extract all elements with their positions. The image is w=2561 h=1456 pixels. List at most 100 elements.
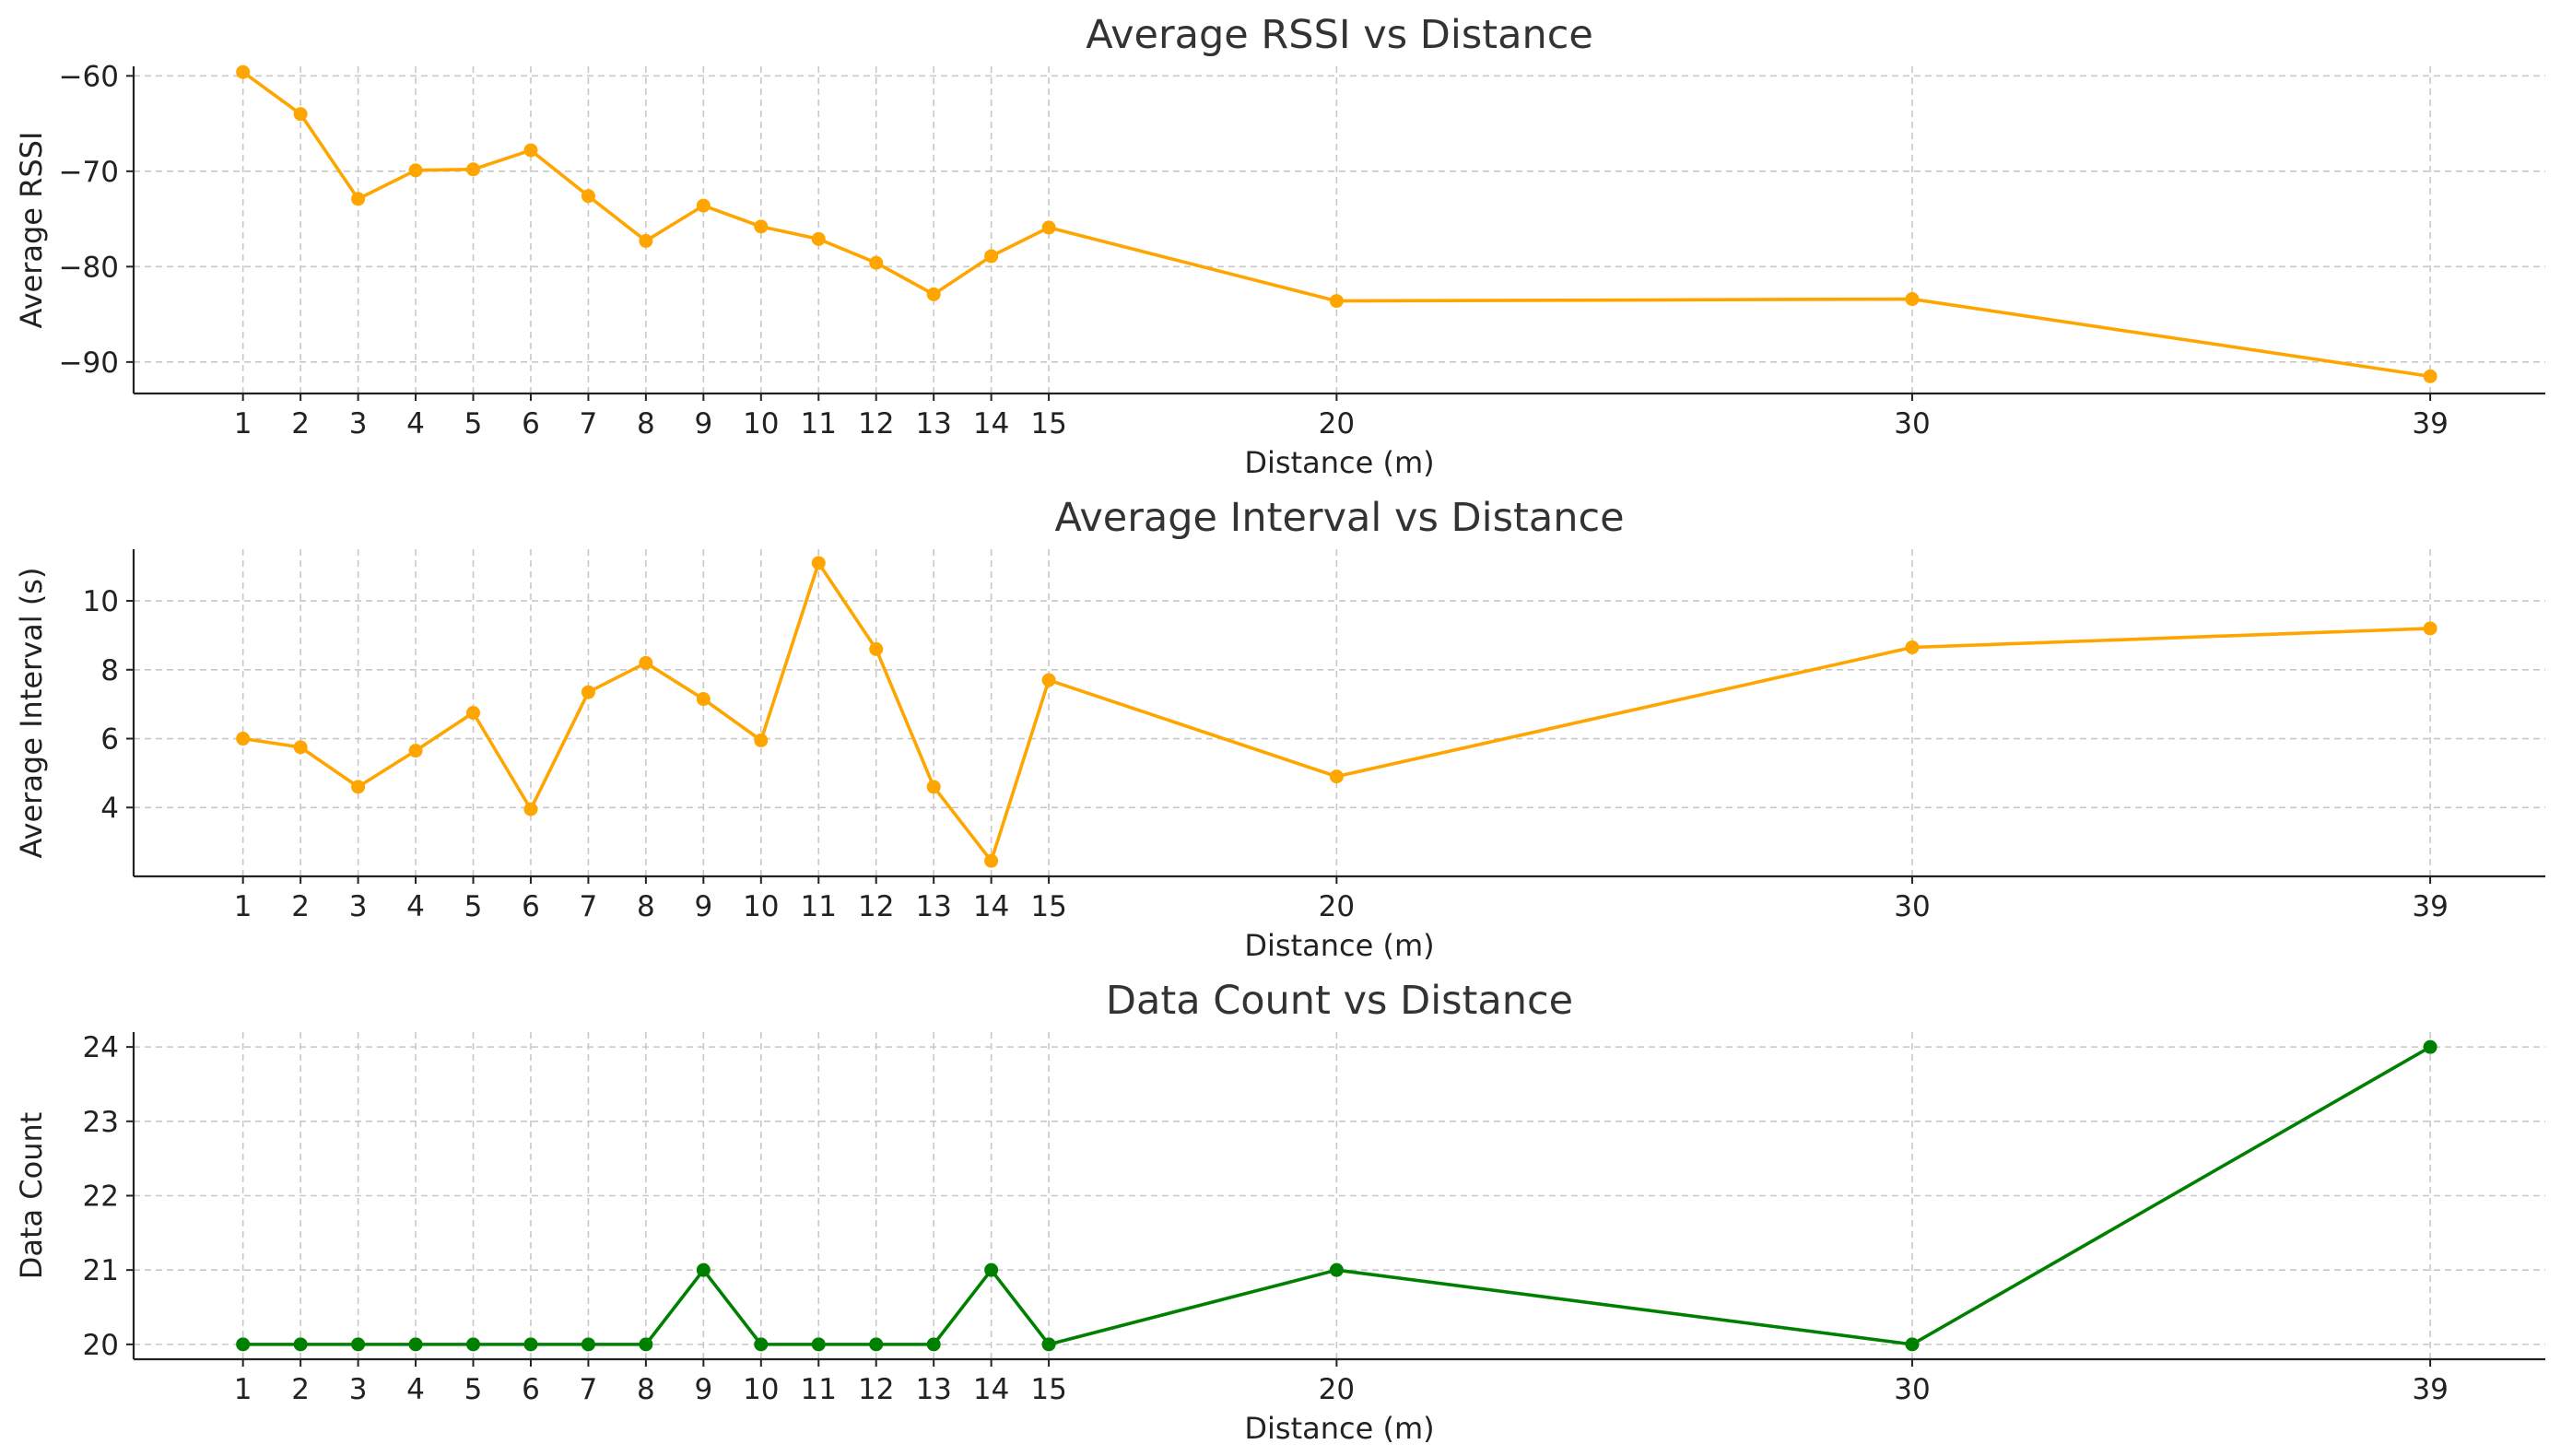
chart-2-x-tick-label: 1 xyxy=(234,890,253,923)
chart-3-x-tick-label: 4 xyxy=(406,1373,425,1406)
chart-3-data-point xyxy=(523,1337,538,1352)
chart-1-data-point xyxy=(236,65,251,79)
chart-2-data-point xyxy=(2423,621,2438,636)
chart-3-y-tick-label: 24 xyxy=(83,1031,119,1064)
chart-2-series-line xyxy=(242,561,2431,863)
chart-1-x-tick-label: 5 xyxy=(464,407,483,440)
chart-2-data-point xyxy=(696,692,711,707)
chart-2-y-tick-label: 4 xyxy=(100,792,119,825)
chart-2-data-point xyxy=(523,802,538,816)
chart-1-data-point xyxy=(581,189,595,204)
chart-1-x-tick-label: 4 xyxy=(406,407,425,440)
chart-1-x-tick-label: 1 xyxy=(234,407,253,440)
chart-2-x-tick-label: 9 xyxy=(694,890,712,923)
chart-1-data-point xyxy=(1905,292,1920,307)
chart-3-data-point xyxy=(984,1262,999,1277)
chart-3-data-point xyxy=(2423,1039,2438,1054)
chart-2-y-tick-label: 8 xyxy=(100,654,119,687)
chart-2-x-tick-label: 13 xyxy=(915,890,951,923)
chart-2-y-axis-label: Average Interval (s) xyxy=(14,568,49,859)
chart-3-y-tick-label: 23 xyxy=(83,1106,119,1139)
chart-1-data-point xyxy=(811,231,826,246)
chart-2-x-tick-label: 10 xyxy=(743,890,779,923)
chart-3-data-point xyxy=(581,1337,595,1352)
chart-2-y-tick-label: 10 xyxy=(83,585,119,618)
chart-1-y-tick-label: −80 xyxy=(59,251,119,284)
chart-2-data-point xyxy=(754,733,769,747)
chart-1-x-tick-label: 12 xyxy=(858,407,894,440)
chart-2-x-tick-label: 4 xyxy=(406,890,425,923)
chart-3-x-tick-label: 2 xyxy=(291,1373,310,1406)
chart-1-data-point xyxy=(869,255,884,270)
chart-2-x-tick-label: 15 xyxy=(1030,890,1066,923)
chart-3-x-tick-label: 13 xyxy=(915,1373,951,1406)
chart-2-data-point xyxy=(1041,673,1056,687)
chart-2-x-tick-label: 5 xyxy=(464,890,483,923)
chart-2-x-tick-label: 2 xyxy=(291,890,310,923)
chart-3-title: Data Count vs Distance xyxy=(1106,978,1573,1024)
chart-1-data-point xyxy=(1041,220,1056,235)
chart-3-y-tick-label: 22 xyxy=(83,1180,119,1214)
chart-3-x-tick-label: 15 xyxy=(1030,1373,1066,1406)
chart-3-data-point xyxy=(236,1337,251,1352)
chart-1-x-axis-label: Distance (m) xyxy=(1244,445,1434,480)
chart-3-data-point xyxy=(639,1337,653,1352)
chart-3-x-tick-label: 14 xyxy=(973,1373,1009,1406)
chart-3-data-point xyxy=(351,1337,366,1352)
chart-3-data-count-vs-distance: 1 2 3 4 5 6 7 8 9 10 11 12 13 14 15 20 30 392021222324Dat… xyxy=(14,978,2545,1446)
chart-1-x-tick-label: 15 xyxy=(1030,407,1066,440)
chart-1-x-tick-label: 3 xyxy=(349,407,368,440)
chart-2-x-tick-label: 39 xyxy=(2412,890,2448,923)
chart-3-y-tick-label: 21 xyxy=(83,1254,119,1287)
chart-2-x-tick-label: 8 xyxy=(637,890,655,923)
chart-2-data-point xyxy=(1905,640,1920,654)
chart-1-data-point xyxy=(926,287,941,301)
chart-2-data-point xyxy=(408,744,423,758)
chart-2-data-point xyxy=(1329,769,1344,784)
chart-1-data-point xyxy=(984,249,999,264)
chart-3-data-point xyxy=(926,1337,941,1352)
chart-1-x-tick-label: 6 xyxy=(522,407,540,440)
chart-3-x-tick-label: 30 xyxy=(1894,1373,1930,1406)
chart-1-data-point xyxy=(1329,294,1344,309)
chart-3-x-tick-label: 3 xyxy=(349,1373,368,1406)
chart-1-series-line xyxy=(241,70,2431,379)
chart-1-y-tick-label: −70 xyxy=(59,156,119,189)
chart-2-data-point xyxy=(466,706,481,720)
chart-2-average-interval-vs-distance: 1 2 3 4 5 6 7 8 9 10 11 12 13 14 15 20 30 3946810Average … xyxy=(14,495,2545,963)
chart-1-data-point xyxy=(2423,369,2438,383)
chart-2-title: Average Interval vs Distance xyxy=(1054,495,1624,541)
chart-1-data-point xyxy=(696,198,711,213)
chart-1-data-point xyxy=(408,163,423,178)
chart-1-data-point xyxy=(523,143,538,158)
chart-3-data-point xyxy=(1041,1337,1056,1352)
chart-1-data-point xyxy=(351,192,366,206)
chart-3-series-line xyxy=(242,1045,2431,1346)
chart-3-data-point xyxy=(754,1337,769,1352)
chart-3-data-point xyxy=(1329,1262,1344,1277)
chart-1-data-point xyxy=(466,162,481,177)
chart-2-data-point xyxy=(639,655,653,670)
chart-1-y-axis-label: Average RSSI xyxy=(14,132,49,329)
chart-2-y-tick-label: 6 xyxy=(100,723,119,757)
chart-1-data-point xyxy=(639,233,653,248)
chart-3-x-tick-label: 8 xyxy=(637,1373,655,1406)
chart-2-data-point xyxy=(984,853,999,868)
chart-3-data-point xyxy=(811,1337,826,1352)
chart-2-x-tick-label: 30 xyxy=(1894,890,1930,923)
chart-1-x-tick-label: 14 xyxy=(973,407,1009,440)
chart-1-title: Average RSSI vs Distance xyxy=(1086,12,1593,58)
chart-2-x-tick-label: 6 xyxy=(522,890,540,923)
chart-3-x-tick-label: 5 xyxy=(464,1373,483,1406)
chart-2-x-tick-label: 14 xyxy=(973,890,1009,923)
chart-3-x-tick-label: 10 xyxy=(743,1373,779,1406)
chart-1-x-tick-label: 10 xyxy=(743,407,779,440)
chart-3-data-point xyxy=(466,1337,481,1352)
chart-3-y-tick-label: 20 xyxy=(83,1329,119,1362)
chart-3-x-tick-label: 9 xyxy=(694,1373,712,1406)
chart-2-x-tick-label: 11 xyxy=(801,890,837,923)
chart-2-data-point xyxy=(581,685,595,699)
chart-3-data-point xyxy=(293,1337,308,1352)
chart-3-data-point xyxy=(869,1337,884,1352)
